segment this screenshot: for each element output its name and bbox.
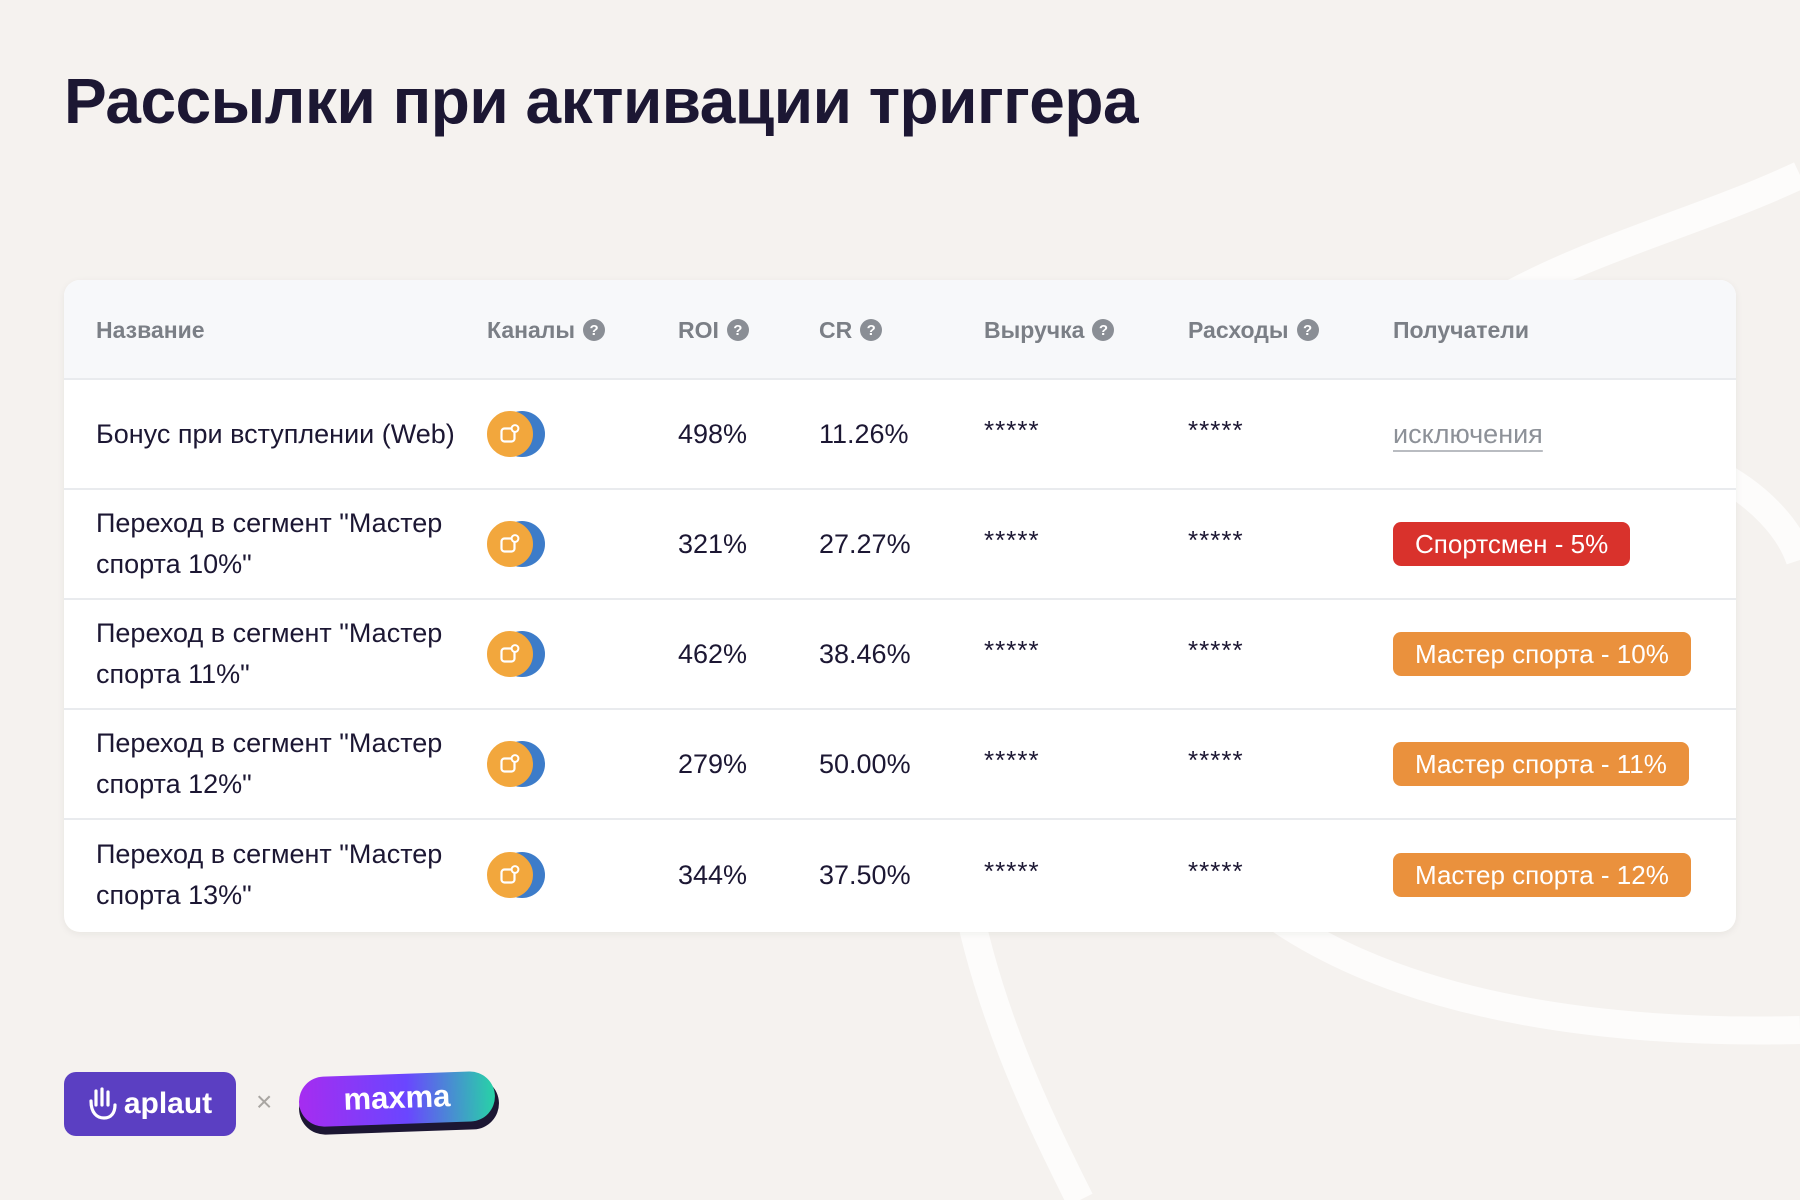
recipients-cell: Спортсмен - 5% [1393, 490, 1631, 598]
revenue-value: ***** [984, 634, 1040, 665]
mailing-name[interactable]: Переход в сегмент "Мастер спорта 13%" [96, 839, 443, 910]
column-header-label: CR [819, 316, 853, 343]
channel-primary-circle [487, 741, 533, 787]
segment-badge[interactable]: Мастер спорта - 10% [1393, 632, 1691, 676]
revenue-value: ***** [984, 414, 1040, 445]
column-header-expenses[interactable]: Расходы ? [1188, 280, 1319, 380]
recipients-cell: Мастер спорта - 11% [1393, 710, 1689, 818]
channel-push-icon [487, 521, 545, 567]
mailing-name[interactable]: Переход в сегмент "Мастер спорта 11%" [96, 618, 443, 689]
hand-icon [89, 1087, 117, 1120]
help-icon[interactable]: ? [583, 319, 606, 341]
column-header-label: Получатели [1393, 316, 1530, 343]
separator: × [256, 1086, 273, 1117]
expenses-value: ***** [1188, 634, 1244, 665]
channels-cell [487, 820, 545, 930]
help-icon[interactable]: ? [1296, 319, 1319, 341]
table-body: Бонус при вступлении (Web) 498% 11.26% ****… [64, 380, 1736, 930]
channels-cell [487, 490, 545, 598]
recipients-cell: Мастер спорта - 10% [1393, 600, 1691, 708]
page-title: Рассылки при активации триггера [64, 65, 1139, 137]
column-header-recipients[interactable]: Получатели [1393, 280, 1529, 380]
channel-push-icon [487, 741, 545, 787]
push-notification-icon [500, 644, 520, 663]
push-notification-icon [500, 424, 520, 443]
maxma-logo-text: maxma [343, 1078, 452, 1117]
channel-primary-circle [487, 852, 533, 898]
cr-value: 11.26% [819, 418, 909, 449]
channels-cell [487, 710, 545, 818]
help-icon[interactable]: ? [1092, 319, 1115, 341]
table-row[interactable]: Переход в сегмент "Мастер спорта 13%" 344… [64, 820, 1736, 930]
channel-primary-circle [487, 411, 533, 457]
table-row[interactable]: Бонус при вступлении (Web) 498% 11.26% ****… [64, 380, 1736, 490]
channel-push-icon [487, 411, 545, 457]
revenue-value: ***** [984, 524, 1040, 555]
roi-value: 344% [678, 859, 748, 890]
roi-value: 279% [678, 748, 748, 779]
channel-primary-circle [487, 631, 533, 677]
column-header-label: Название [96, 316, 205, 343]
column-header-cr[interactable]: CR ? [819, 280, 883, 380]
partner-logos: aplaut × maxma [64, 1071, 524, 1136]
segment-badge[interactable]: Мастер спорта - 11% [1393, 742, 1689, 786]
expenses-value: ***** [1188, 414, 1244, 445]
channel-push-icon [487, 631, 545, 677]
recipients-cell: Мастер спорта - 12% [1393, 820, 1691, 930]
column-header-revenue[interactable]: Выручка ? [984, 280, 1115, 380]
channels-cell [487, 380, 545, 488]
column-header-channels[interactable]: Каналы ? [487, 280, 606, 380]
column-header-name[interactable]: Название [96, 280, 205, 380]
channels-cell [487, 600, 545, 708]
mailing-name[interactable]: Бонус при вступлении (Web) [96, 418, 455, 449]
segment-badge[interactable]: Спортсмен - 5% [1393, 522, 1631, 566]
push-notification-icon [500, 754, 520, 773]
revenue-value: ***** [984, 855, 1040, 886]
table-row[interactable]: Переход в сегмент "Мастер спорта 12%" 279… [64, 710, 1736, 820]
cr-value: 50.00% [819, 748, 911, 779]
column-header-label: Расходы [1188, 316, 1289, 343]
column-header-roi[interactable]: ROI ? [678, 280, 749, 380]
expenses-value: ***** [1188, 524, 1244, 555]
expenses-value: ***** [1188, 744, 1244, 775]
column-header-label: Каналы [487, 316, 576, 343]
aplaut-logo: aplaut [64, 1072, 236, 1136]
roi-value: 498% [678, 418, 748, 449]
channel-primary-circle [487, 521, 533, 567]
recipients-cell: исключения [1393, 380, 1543, 488]
mailing-name[interactable]: Переход в сегмент "Мастер спорта 10%" [96, 508, 443, 579]
table-header: Название Каналы ? ROI ? CR ? Выручка ? Р… [64, 280, 1736, 380]
column-header-label: ROI [678, 316, 719, 343]
segment-badge[interactable]: Мастер спорта - 12% [1393, 853, 1691, 897]
mailings-table: Название Каналы ? ROI ? CR ? Выручка ? Р… [64, 280, 1736, 932]
push-notification-icon [500, 534, 520, 553]
cr-value: 37.50% [819, 859, 911, 890]
help-icon[interactable]: ? [726, 319, 749, 341]
roi-value: 321% [678, 528, 748, 559]
channel-push-icon [487, 852, 545, 898]
column-header-label: Выручка [984, 316, 1085, 343]
cr-value: 27.27% [819, 528, 911, 559]
cr-value: 38.46% [819, 638, 911, 669]
aplaut-logo-text: aplaut [123, 1087, 213, 1120]
table-row[interactable]: Переход в сегмент "Мастер спорта 11%" 462… [64, 600, 1736, 710]
expenses-value: ***** [1188, 855, 1244, 886]
maxma-logo: maxma [299, 1071, 499, 1135]
help-icon[interactable]: ? [860, 319, 883, 341]
roi-value: 462% [678, 638, 748, 669]
exclusions-link[interactable]: исключения [1393, 418, 1543, 449]
push-notification-icon [500, 865, 520, 884]
table-row[interactable]: Переход в сегмент "Мастер спорта 10%" 321… [64, 490, 1736, 600]
revenue-value: ***** [984, 744, 1040, 775]
mailing-name[interactable]: Переход в сегмент "Мастер спорта 12%" [96, 728, 443, 799]
